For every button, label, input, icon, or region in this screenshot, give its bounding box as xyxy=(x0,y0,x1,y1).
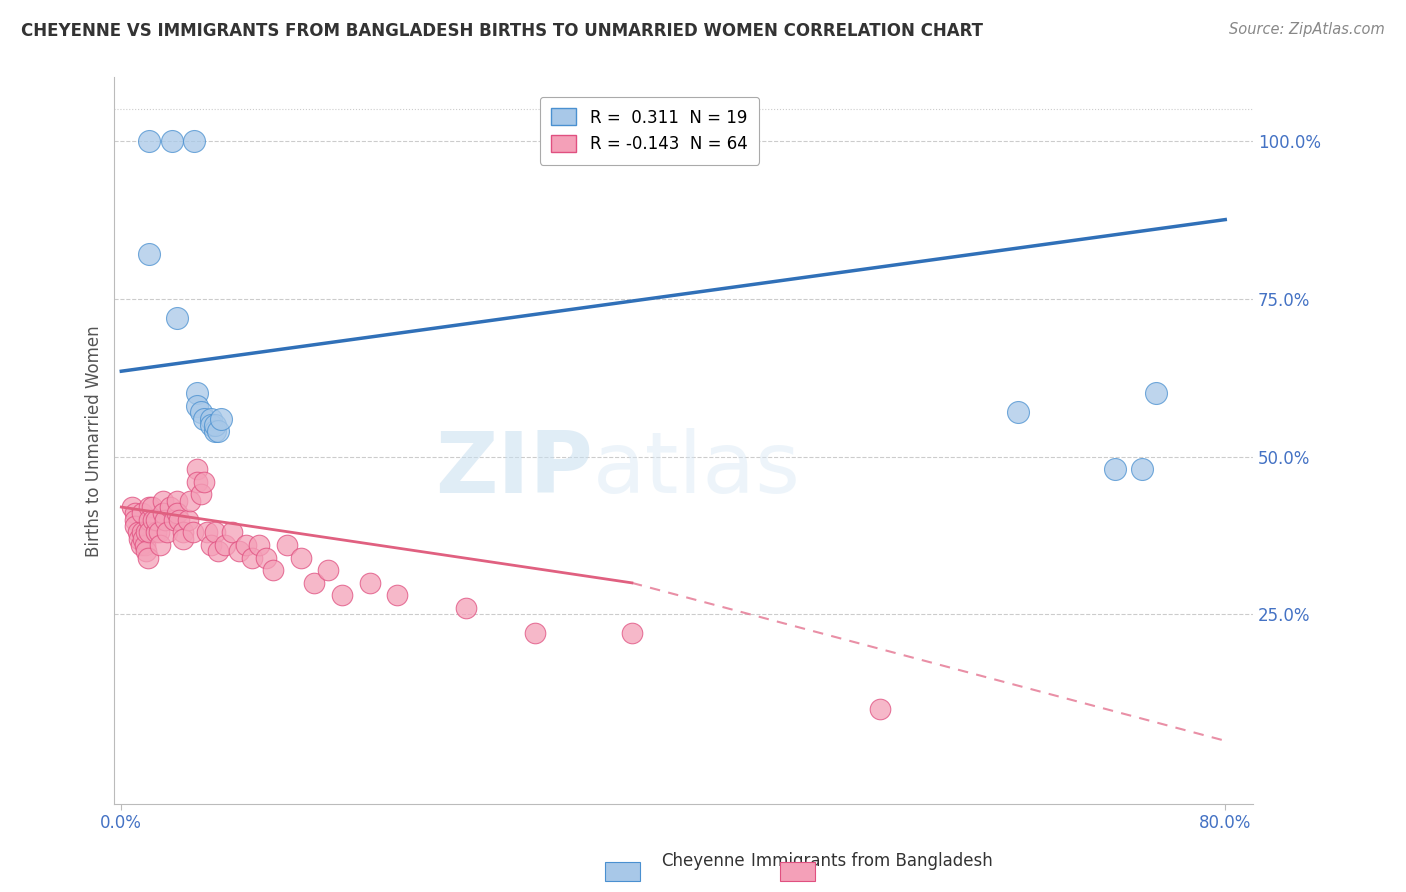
Point xyxy=(330,589,353,603)
Point xyxy=(124,513,146,527)
Point xyxy=(138,525,160,540)
Point xyxy=(524,626,547,640)
Point xyxy=(149,538,172,552)
Point xyxy=(138,247,160,261)
Point xyxy=(138,500,160,514)
Point xyxy=(209,411,232,425)
Point xyxy=(290,550,312,565)
Point xyxy=(1104,462,1126,476)
Point xyxy=(131,525,153,540)
Point xyxy=(131,507,153,521)
Point xyxy=(138,513,160,527)
Point xyxy=(221,525,243,540)
Point xyxy=(316,563,339,577)
Point xyxy=(135,544,157,558)
Point xyxy=(152,493,174,508)
Text: Source: ZipAtlas.com: Source: ZipAtlas.com xyxy=(1229,22,1385,37)
Text: Cheyenne: Cheyenne xyxy=(661,852,745,870)
Point xyxy=(162,134,184,148)
Point xyxy=(304,575,326,590)
Text: Immigrants from Bangladesh: Immigrants from Bangladesh xyxy=(751,852,993,870)
Legend: R =  0.311  N = 19, R = -0.143  N = 64: R = 0.311 N = 19, R = -0.143 N = 64 xyxy=(540,96,759,165)
Point xyxy=(190,405,212,419)
Point xyxy=(1132,462,1154,476)
Point xyxy=(166,310,188,325)
Point xyxy=(204,424,226,438)
Point xyxy=(262,563,284,577)
Point xyxy=(127,525,149,540)
Point xyxy=(200,411,222,425)
Point xyxy=(620,626,643,640)
Point xyxy=(207,424,229,438)
Point xyxy=(456,601,478,615)
Point xyxy=(148,525,170,540)
Point xyxy=(136,550,159,565)
Point xyxy=(1007,405,1029,419)
Point xyxy=(135,525,157,540)
Point xyxy=(159,500,181,514)
Point xyxy=(138,134,160,148)
Point xyxy=(166,493,188,508)
Text: CHEYENNE VS IMMIGRANTS FROM BANGLADESH BIRTHS TO UNMARRIED WOMEN CORRELATION CHA: CHEYENNE VS IMMIGRANTS FROM BANGLADESH B… xyxy=(21,22,983,40)
Point xyxy=(186,475,208,489)
Point xyxy=(169,513,191,527)
Point xyxy=(195,525,218,540)
Point xyxy=(186,399,208,413)
Point xyxy=(156,525,179,540)
Point xyxy=(204,525,226,540)
Point xyxy=(200,538,222,552)
Point xyxy=(207,544,229,558)
Point xyxy=(172,532,194,546)
Point xyxy=(254,550,277,565)
Point xyxy=(247,538,270,552)
Point xyxy=(121,500,143,514)
Y-axis label: Births to Unmarried Women: Births to Unmarried Women xyxy=(86,325,103,557)
Point xyxy=(228,544,250,558)
Point xyxy=(129,538,152,552)
Point xyxy=(128,532,150,546)
Point xyxy=(132,532,155,546)
Point xyxy=(204,417,226,432)
Point xyxy=(181,525,204,540)
Point xyxy=(176,513,198,527)
Point xyxy=(124,519,146,533)
Point xyxy=(166,507,188,521)
Point xyxy=(190,487,212,501)
Text: ZIP: ZIP xyxy=(434,428,592,511)
Point xyxy=(172,525,194,540)
Point xyxy=(141,500,163,514)
Point xyxy=(193,411,215,425)
Point xyxy=(155,513,177,527)
Point xyxy=(200,417,222,432)
Point xyxy=(186,462,208,476)
Point xyxy=(179,493,201,508)
Point xyxy=(134,538,156,552)
Text: atlas: atlas xyxy=(592,428,800,511)
Point xyxy=(183,134,205,148)
Point xyxy=(142,513,165,527)
Point xyxy=(387,589,409,603)
Point xyxy=(145,525,167,540)
Point xyxy=(1144,386,1167,401)
Point xyxy=(152,507,174,521)
Point xyxy=(163,513,186,527)
Point xyxy=(242,550,264,565)
Point xyxy=(124,507,146,521)
Point xyxy=(214,538,236,552)
Point xyxy=(359,575,381,590)
Point xyxy=(235,538,257,552)
Point xyxy=(193,475,215,489)
Point xyxy=(869,702,891,716)
Point xyxy=(145,513,167,527)
Point xyxy=(186,386,208,401)
Point xyxy=(276,538,298,552)
